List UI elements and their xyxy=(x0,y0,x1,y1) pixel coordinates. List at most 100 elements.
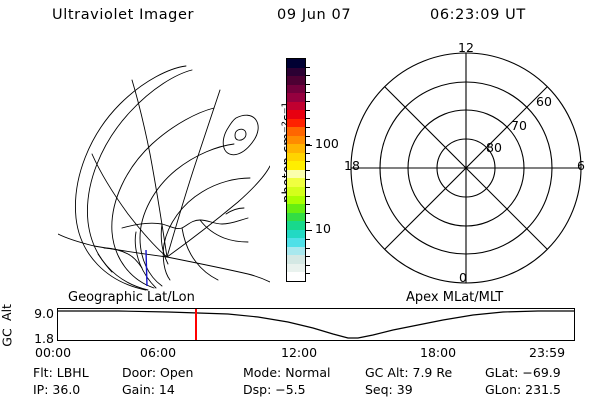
mlt-label-18: 18 xyxy=(344,158,360,173)
x-tick-0000: 00:00 xyxy=(35,345,72,360)
colorbar-band-11 xyxy=(287,152,305,162)
status-row-1: Flt: LBHL Door: Open Mode: Normal GC Alt… xyxy=(0,364,600,381)
status-readout: Flt: LBHL Door: Open Mode: Normal GC Alt… xyxy=(0,364,600,398)
mlat-label-60: 60 xyxy=(536,94,552,109)
colorbar-tick-minor-4 xyxy=(306,92,310,94)
colorbar-tick-minor-17 xyxy=(306,204,310,206)
colorbar-band-4 xyxy=(287,93,305,102)
colorbar-tick-minor-11 xyxy=(306,152,310,154)
colorbar-band-17 xyxy=(287,204,305,213)
geographic-longitude-meridians xyxy=(58,79,270,283)
status-glat: GLat: −69.9 xyxy=(485,365,561,380)
colorbar-band-7 xyxy=(287,118,305,128)
colorbar-tick-minor-18 xyxy=(306,213,310,215)
colorbar-band-8 xyxy=(287,127,305,136)
colorbar-band-19 xyxy=(287,221,305,230)
colorbar-band-20 xyxy=(287,229,305,239)
colorbar-tick-minor-16 xyxy=(306,195,310,197)
status-glon: GLon: 231.5 xyxy=(485,382,561,397)
apex-polar-grid-svg xyxy=(350,52,582,284)
colorbar-band-23 xyxy=(287,255,305,264)
terminator-marker-line xyxy=(145,249,148,287)
colorbar-band-1 xyxy=(287,67,305,77)
colorbar-band-16 xyxy=(287,195,305,205)
y-tick-high: 9.0 xyxy=(34,306,54,321)
geographic-panel-caption: Geographic Lat/Lon xyxy=(68,290,195,305)
intensity-colorbar: photon cm⁻²s⁻¹ 100 10 xyxy=(262,50,342,295)
colorbar-band-5 xyxy=(287,101,305,111)
x-tick-2359: 23:59 xyxy=(529,345,566,360)
colorbar-band-6 xyxy=(287,110,305,119)
mlt-label-6: 6 xyxy=(577,158,585,173)
colorbar-tick-minor-24 xyxy=(306,264,310,266)
colorbar-band-24 xyxy=(287,263,305,273)
colorbar-tick-minor-20 xyxy=(306,230,310,232)
colorbar-tick-minor-12 xyxy=(306,161,310,163)
colorbar-gradient-box xyxy=(286,58,306,282)
x-tick-0600: 06:00 xyxy=(140,345,177,360)
mlt-label-12: 12 xyxy=(458,40,474,55)
colorbar-tick-minor-2 xyxy=(306,75,310,77)
status-dsp: Dsp: −5.5 xyxy=(243,382,306,397)
coastline-outlines xyxy=(97,207,249,289)
apex-panel-caption: Apex MLat/MLT xyxy=(406,290,504,305)
colorbar-tick-minor-25 xyxy=(306,273,310,275)
colorbar-tick-minor-23 xyxy=(306,256,310,258)
mlt-spokes xyxy=(351,53,581,283)
observation-date: 09 Jun 07 xyxy=(277,7,352,23)
colorbar-label-low: 10 xyxy=(315,221,331,237)
greenland-outline xyxy=(222,114,259,156)
colorbar-label-high: 100 xyxy=(315,136,339,152)
colorbar-band-21 xyxy=(287,238,305,247)
colorbar-tick-minor-8 xyxy=(306,126,310,128)
mlat-label-80: 80 xyxy=(486,140,502,155)
apex-polar-panel[interactable]: 12 6 0 18 60 70 80 xyxy=(340,40,592,294)
status-seq: Seq: 39 xyxy=(365,382,413,397)
status-row-2: IP: 36.0 Gain: 14 Dsp: −5.5 Seq: 39 GLon… xyxy=(0,381,600,398)
timeseries-trace-svg xyxy=(58,310,574,339)
colorbar-band-25 xyxy=(287,272,305,281)
x-tick-1200: 12:00 xyxy=(281,345,318,360)
colorbar-band-9 xyxy=(287,135,305,145)
current-time-marker xyxy=(195,309,197,340)
colorbar-tick-major-high xyxy=(306,145,312,147)
colorbar-tick-minor-15 xyxy=(306,187,310,189)
colorbar-band-3 xyxy=(287,84,305,94)
y-axis-word-alt: Alt xyxy=(0,304,14,321)
colorbar-tick-minor-14 xyxy=(306,178,310,180)
gc-altitude-trace xyxy=(58,310,574,339)
colorbar-tick-minor-1 xyxy=(306,66,310,68)
colorbar-band-13 xyxy=(287,169,305,179)
observation-time: 06:23:09 UT xyxy=(430,7,526,23)
status-ip: IP: 36.0 xyxy=(33,382,81,397)
geographic-image-panel[interactable] xyxy=(58,42,270,292)
mlt-label-0: 0 xyxy=(459,270,467,285)
colorbar-tick-minor-5 xyxy=(306,101,310,103)
colorbar-tick-minor-22 xyxy=(306,247,310,249)
colorbar-tick-minor-19 xyxy=(306,221,310,223)
x-tick-1800: 18:00 xyxy=(420,345,457,360)
colorbar-band-2 xyxy=(287,76,305,85)
colorbar-band-14 xyxy=(287,178,305,187)
colorbar-tick-minor-10 xyxy=(306,144,310,146)
mlat-label-70: 70 xyxy=(511,118,527,133)
colorbar-tick-minor-21 xyxy=(306,238,310,240)
colorbar-tick-minor-7 xyxy=(306,118,310,120)
status-filter: Flt: LBHL xyxy=(33,365,89,380)
colorbar-band-12 xyxy=(287,161,305,170)
y-tick-low: 1.8 xyxy=(34,331,54,346)
colorbar-tick-minor-9 xyxy=(306,135,310,137)
colorbar-band-18 xyxy=(287,212,305,222)
status-gc-alt: GC Alt: 7.9 Re xyxy=(365,365,453,380)
status-mode: Mode: Normal xyxy=(243,365,331,380)
colorbar-tick-minor-6 xyxy=(306,109,310,111)
colorbar-band-10 xyxy=(287,144,305,153)
colorbar-band-0 xyxy=(287,59,305,68)
y-axis-word-gc: GC xyxy=(0,328,15,347)
colorbar-band-15 xyxy=(287,186,305,196)
status-door: Door: Open xyxy=(122,365,194,380)
colorbar-tick-minor-13 xyxy=(306,170,310,171)
instrument-title: Ultraviolet Imager xyxy=(52,7,195,23)
gc-altitude-timeseries-plot[interactable] xyxy=(57,308,575,341)
